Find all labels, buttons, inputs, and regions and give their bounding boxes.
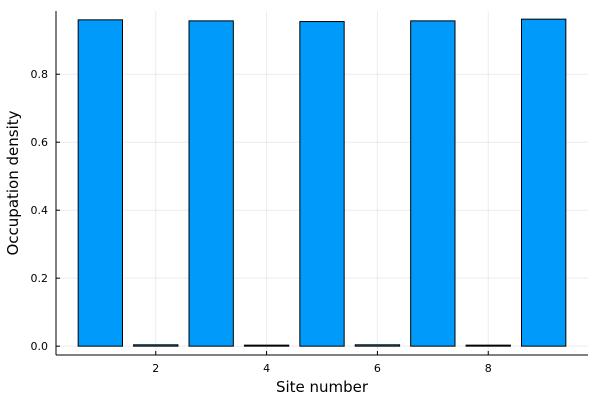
x-axis-label: Site number: [276, 378, 369, 396]
y-tick-label: 0.8: [31, 68, 49, 81]
bar-site-6: [354, 344, 401, 347]
y-tick-label: 0.4: [31, 204, 49, 217]
axes: [55, 11, 588, 356]
y-tick-label: 0.6: [31, 136, 49, 149]
bar-site-9: [521, 18, 567, 347]
y-tick-label: 0.2: [31, 272, 49, 285]
y-tick-label: 0.0: [31, 340, 49, 353]
bar-site-5: [299, 21, 345, 347]
bars: [77, 18, 567, 347]
bar-site-3: [188, 20, 234, 347]
bar-site-2: [133, 344, 179, 347]
x-tick-label: 4: [263, 362, 270, 375]
bar-site-1: [77, 19, 123, 347]
y-axis-label: Occupation density: [4, 110, 22, 255]
x-tick-label: 2: [152, 362, 159, 375]
x-tick-label: 6: [374, 362, 381, 375]
bar-site-4: [243, 344, 290, 347]
bar-site-8: [465, 344, 511, 347]
bar-site-7: [410, 20, 456, 347]
x-tick-label: 8: [485, 362, 492, 375]
ticks: 2 4 6 8 0.0 0.2 0.4 0.6 0.8: [31, 68, 492, 375]
